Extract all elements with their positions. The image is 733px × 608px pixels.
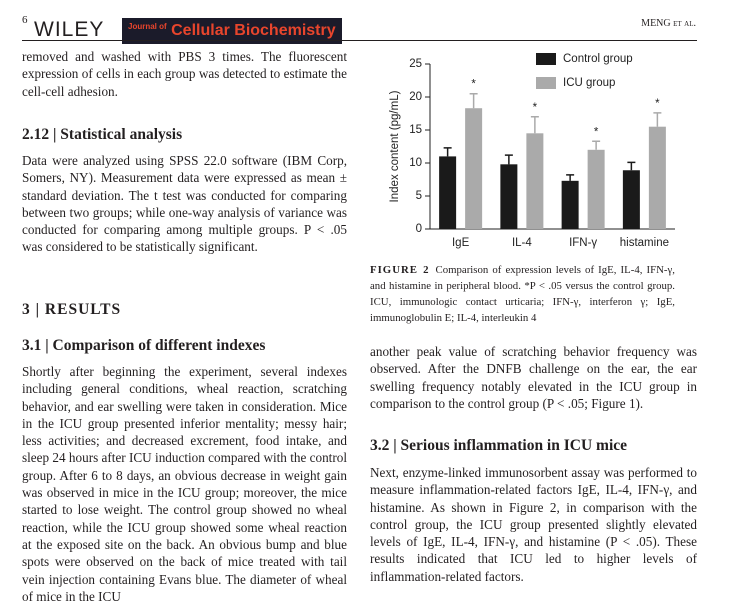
y-tick-label: 15 bbox=[409, 124, 422, 136]
chart: 0 5 10 15 20 25 Index content (pg/mL) IgE * IL-4 *… bbox=[389, 53, 675, 249]
y-axis-label: Index content (pg/mL) bbox=[389, 90, 401, 202]
y-tick-label: 10 bbox=[409, 157, 422, 169]
bar bbox=[526, 133, 544, 229]
paragraph: Data were analyzed using SPSS 22.0 softw… bbox=[22, 153, 347, 255]
legend-label: Control group bbox=[563, 53, 633, 65]
bar bbox=[465, 108, 483, 229]
x-tick-label: IFN-γ bbox=[569, 237, 597, 249]
significance-mark: * bbox=[471, 79, 476, 91]
paragraph: removed and washed with PBS 3 times. The… bbox=[22, 49, 347, 99]
significance-mark: * bbox=[533, 102, 538, 114]
journal-prefix: Journal of bbox=[128, 22, 167, 31]
section-heading: 3.2 | Serious inflammation in ICU mice bbox=[370, 437, 628, 454]
y-tick-label: 5 bbox=[416, 190, 422, 202]
y-tick-label: 20 bbox=[409, 91, 422, 103]
legend-swatch bbox=[536, 53, 556, 65]
bar bbox=[622, 170, 640, 229]
paragraph: Shortly after beginning the experiment, … bbox=[22, 364, 347, 604]
paragraph: Next, enzyme-linked immunosorbent assay … bbox=[370, 465, 697, 584]
paragraph: another peak value of scratching behavio… bbox=[370, 344, 697, 411]
bar bbox=[648, 126, 666, 229]
caption-text: Comparison of expression levels of IgE, … bbox=[370, 264, 675, 324]
x-tick-label: histamine bbox=[620, 237, 669, 249]
section-heading: 2.12 | Statistical analysis bbox=[22, 126, 183, 143]
section-heading: 3 | RESULTS bbox=[22, 301, 122, 318]
bar bbox=[500, 164, 518, 229]
x-tick-label: IgE bbox=[452, 237, 470, 249]
x-tick-label: IL-4 bbox=[512, 237, 532, 249]
significance-mark: * bbox=[655, 98, 660, 110]
error-bar bbox=[627, 161, 636, 171]
error-bar bbox=[566, 174, 575, 181]
bar bbox=[587, 149, 605, 229]
error-bar bbox=[530, 116, 539, 134]
figure-caption: FIGURE 2 Comparison of expression levels … bbox=[370, 262, 675, 326]
running-head: MENG et al. bbox=[641, 18, 696, 29]
error-bar bbox=[443, 147, 452, 157]
y-tick-label: 0 bbox=[416, 223, 422, 235]
journal-name: Cellular Biochemistry bbox=[171, 22, 336, 39]
caption-label: FIGURE 2 bbox=[370, 264, 430, 276]
significance-mark: * bbox=[594, 126, 599, 138]
publisher: WILEY bbox=[34, 18, 105, 41]
bar bbox=[561, 180, 579, 229]
error-bar bbox=[592, 140, 601, 150]
legend-label: ICU group bbox=[563, 77, 615, 89]
legend-swatch bbox=[536, 77, 556, 89]
page-number: 6 bbox=[22, 14, 28, 26]
journal-logo: Journal of Cellular Biochemistry bbox=[122, 18, 342, 44]
error-bar bbox=[504, 154, 513, 165]
error-bar bbox=[653, 112, 662, 127]
error-bar bbox=[469, 92, 478, 109]
bar bbox=[439, 156, 457, 229]
section-heading: 3.1 | Comparison of different indexes bbox=[22, 337, 266, 354]
header-rule bbox=[22, 40, 697, 41]
y-tick-label: 25 bbox=[409, 58, 422, 70]
